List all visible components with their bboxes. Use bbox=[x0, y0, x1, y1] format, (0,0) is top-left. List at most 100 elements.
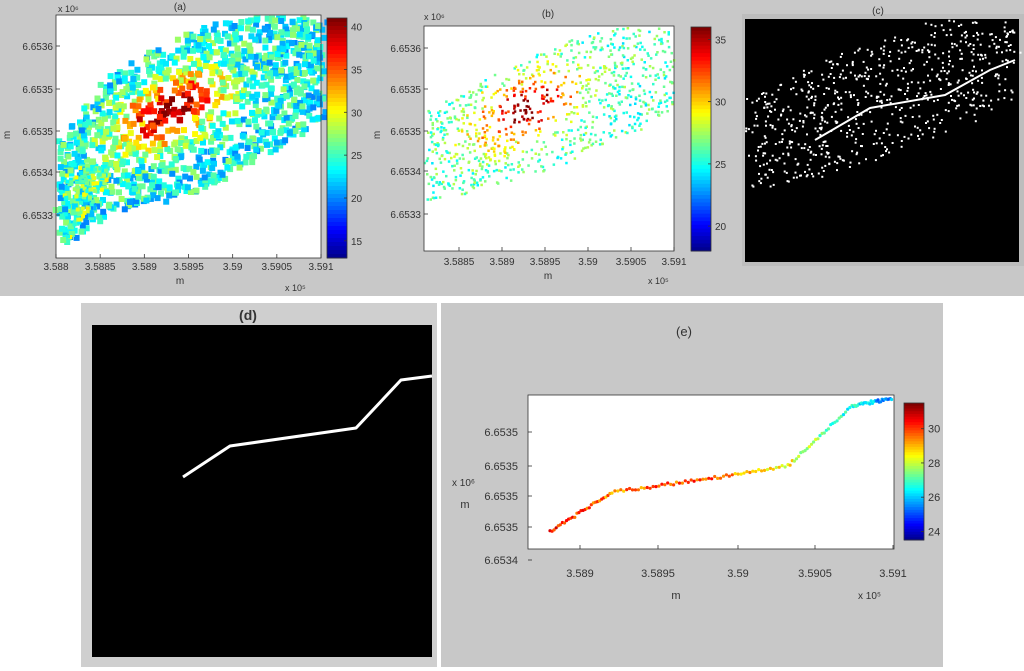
panel-b-point bbox=[517, 141, 520, 144]
panel-a-heat-cell bbox=[172, 189, 179, 196]
panel-a-heat-cell bbox=[135, 134, 142, 141]
panel-a-heat-cell bbox=[296, 51, 303, 58]
panel-c-mask-pixel bbox=[902, 77, 905, 80]
panel-c-mask-pixel bbox=[762, 152, 765, 155]
panel-a-heat-cell bbox=[204, 97, 211, 104]
panel-a-heat-cell bbox=[64, 195, 69, 200]
panel-c-mask-pixel bbox=[900, 51, 903, 54]
panel-c-mask-pixel bbox=[775, 98, 778, 101]
panel-c-mask-pixel bbox=[828, 163, 831, 166]
panel-e-point bbox=[822, 431, 826, 435]
panel-e-colorbar-segment bbox=[904, 490, 924, 494]
panel-e-colorbar-segment bbox=[904, 520, 924, 525]
panel-b-point bbox=[443, 141, 447, 145]
panel-b-point bbox=[442, 170, 445, 173]
panel-a-heat-cell bbox=[251, 143, 258, 150]
panel-c-mask-pixel bbox=[870, 54, 873, 57]
panel-b-colorbar-segment bbox=[691, 94, 711, 99]
panel-c-mask-pixel bbox=[817, 172, 820, 175]
panel-b-point bbox=[547, 100, 550, 104]
panel-c-mask-pixel bbox=[973, 65, 975, 68]
panel-c-mask-pixel bbox=[860, 75, 863, 78]
panel-b-point bbox=[608, 68, 611, 71]
panel-a-heat-cell bbox=[219, 120, 226, 127]
panel-e-colorbar-segment bbox=[904, 449, 924, 453]
panel-c-mask-pixel bbox=[802, 121, 805, 124]
panel-a-heat-cell bbox=[163, 99, 170, 106]
panel-a-heat-cell bbox=[169, 75, 176, 82]
panel-a-heat-cell bbox=[166, 192, 173, 199]
panel-b-point bbox=[564, 153, 567, 156]
panel-a-heat-cell bbox=[156, 69, 163, 76]
panel-a-heat-cell bbox=[154, 92, 161, 99]
panel-a-heat-cell bbox=[271, 23, 278, 30]
panel-c-mask-pixel bbox=[879, 82, 882, 85]
panel-c-mask-pixel bbox=[846, 132, 849, 134]
panel-a-colorbar-segment bbox=[327, 182, 347, 187]
panel-a-heat-cell bbox=[306, 112, 313, 119]
panel-b-point bbox=[611, 108, 615, 111]
panel-a-heat-cell bbox=[93, 189, 98, 193]
panel-b-point bbox=[471, 143, 475, 146]
panel-c-mask-pixel bbox=[972, 104, 975, 107]
panel-c-mask-pixel bbox=[799, 112, 802, 115]
panel-a-heat-cell bbox=[246, 139, 253, 146]
panel-a-title: (a) bbox=[174, 2, 186, 13]
panel-b-point bbox=[600, 72, 604, 76]
panel-a-heat-cell bbox=[236, 35, 243, 42]
panel-b-point bbox=[607, 55, 611, 58]
panel-a-heat-cell bbox=[266, 59, 273, 66]
panel-c-mask-pixel bbox=[936, 73, 939, 76]
panel-b-point bbox=[479, 178, 482, 181]
panel-a-heat-cells bbox=[52, 15, 331, 245]
panel-b-point bbox=[527, 164, 530, 167]
panel-e-colorbar-segment bbox=[904, 507, 924, 511]
panel-b-point bbox=[475, 93, 478, 96]
panel-b-point bbox=[503, 154, 506, 158]
panel-b-point bbox=[432, 132, 435, 136]
panel-c-mask-pixel bbox=[878, 58, 881, 61]
panel-b-point bbox=[517, 161, 520, 164]
panel-c-mask-pixel bbox=[922, 81, 925, 84]
panel-a-heat-cell bbox=[71, 208, 78, 215]
panel-b-point bbox=[552, 163, 556, 166]
panel-a-heat-cell bbox=[220, 60, 227, 67]
panel-b-point bbox=[434, 167, 438, 171]
panel-a-heat-cell bbox=[203, 50, 210, 57]
panel-b-point bbox=[649, 74, 652, 78]
panel-a-heat-cell bbox=[134, 66, 141, 73]
panel-b-point bbox=[460, 110, 464, 113]
panel-a-heat-cell bbox=[146, 49, 153, 56]
panel-c-mask-pixel bbox=[835, 122, 838, 124]
panel-a-x-tick-label: 3.588 bbox=[43, 262, 68, 273]
panel-b-point bbox=[519, 109, 522, 112]
panel-c-mask-pixel bbox=[858, 74, 861, 77]
panel-c-mask-pixel bbox=[865, 66, 868, 69]
panel-a-heat-cell bbox=[225, 111, 232, 118]
panel-b-point bbox=[477, 159, 481, 163]
panel-a-heat-cell bbox=[124, 93, 131, 100]
panel-b-point bbox=[497, 144, 500, 148]
panel-a-heat-cell bbox=[234, 96, 241, 102]
panel-a-heat-cell bbox=[77, 135, 84, 142]
panel-b-point bbox=[640, 105, 643, 108]
panel-c-mask-pixel bbox=[965, 78, 968, 80]
panel-c-mask-pixel bbox=[1001, 51, 1003, 54]
panel-e-point bbox=[809, 442, 814, 446]
panel-c-mask-pixel bbox=[979, 105, 982, 107]
panel-a-heat-cell bbox=[190, 108, 197, 115]
panel-b-point bbox=[608, 132, 611, 135]
panel-b-point bbox=[442, 185, 446, 189]
panel-b-point bbox=[657, 27, 661, 30]
panel-a-heat-cell bbox=[145, 96, 152, 103]
panel-a-heat-cell bbox=[272, 70, 279, 77]
panel-a-heat-cell bbox=[138, 158, 145, 165]
panel-c-mask-pixel bbox=[907, 137, 910, 140]
panel-b-point bbox=[609, 122, 613, 126]
panel-b-point bbox=[576, 40, 579, 43]
panel-a-heat-cell bbox=[213, 63, 220, 70]
panel-a-heat-cell bbox=[68, 235, 73, 239]
panel-a-heat-cell bbox=[200, 47, 207, 54]
panel-e-colorbar-segment bbox=[904, 422, 924, 426]
panel-b-point bbox=[551, 63, 555, 66]
